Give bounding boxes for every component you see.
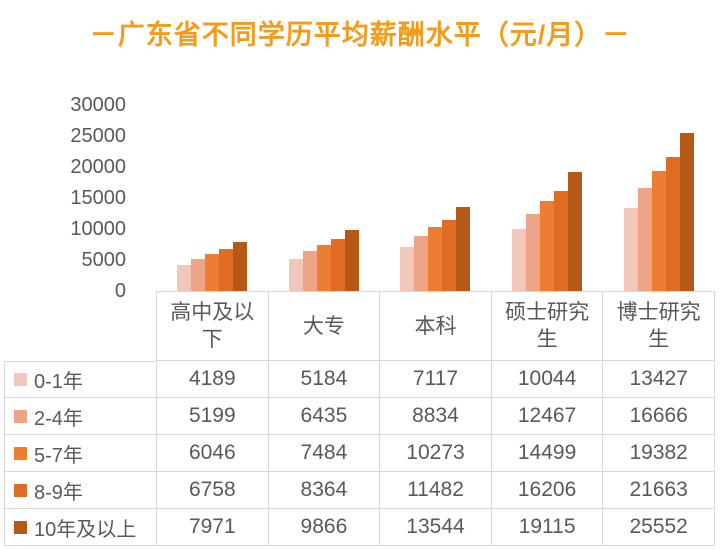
bar-group: [603, 105, 715, 291]
bar: [232, 242, 247, 291]
value-cell: 8834: [379, 398, 491, 435]
bar: [302, 251, 317, 291]
header-spacer-cell: [4, 291, 156, 361]
column-header: 本科: [379, 291, 491, 361]
bar: [288, 259, 303, 291]
y-tick-label: 5000: [81, 249, 127, 271]
value-cell: 13427: [602, 361, 715, 398]
table-row: 5-7年 6046 7484 10273 14499 19382: [4, 435, 715, 472]
legend-swatch-icon: [14, 520, 27, 534]
column-header: 博士研究生: [602, 291, 715, 361]
data-table: 高中及以下 大专 本科 硕士研究生 博士研究生 0-1年 4189 5184 7117 1004…: [4, 291, 715, 546]
table-row: 0-1年 4189 5184 7117 10044 13427: [4, 361, 715, 398]
y-tick-label: 0: [114, 280, 126, 302]
value-cell: 19382: [602, 435, 715, 472]
value-cell: 19115: [490, 509, 603, 546]
bar: [624, 208, 639, 291]
table-row: 2-4年 5199 6435 8834 12467 16666: [4, 398, 715, 435]
value-cell: 16206: [490, 472, 603, 509]
plot-area: [156, 105, 715, 291]
table-header-row: 高中及以下 大专 本科 硕士研究生 博士研究生: [4, 291, 715, 361]
legend-swatch-icon: [14, 483, 27, 497]
bar: [218, 249, 233, 291]
bar: [344, 230, 359, 291]
legend-label: 8-9年: [34, 481, 83, 504]
bar: [400, 247, 415, 291]
bar: [526, 214, 541, 291]
column-header: 大专: [267, 291, 380, 361]
bar: [568, 172, 583, 291]
legend-cell: 2-4年: [4, 398, 156, 435]
bar: [554, 191, 569, 291]
column-header: 硕士研究生: [490, 291, 603, 361]
column-header: 高中及以下: [156, 291, 268, 361]
y-tick-label: 20000: [70, 156, 126, 178]
value-cell: 10273: [379, 435, 491, 472]
bar: [330, 239, 345, 291]
value-cell: 12467: [490, 398, 603, 435]
value-cell: 11482: [379, 472, 491, 509]
legend-cell: 10年及以上: [4, 509, 156, 546]
value-cell: 4189: [156, 361, 268, 398]
bar: [442, 220, 457, 291]
y-tick-label: 30000: [70, 94, 126, 116]
value-cell: 5199: [156, 398, 268, 435]
bar: [414, 236, 429, 291]
value-cell: 10044: [490, 361, 603, 398]
bar: [666, 157, 681, 291]
bar: [428, 227, 443, 291]
bar-group: [491, 105, 603, 291]
page-title: －广东省不同学历平均薪酬水平（元/月）－: [89, 20, 631, 50]
bar-group: [268, 105, 380, 291]
bar: [652, 171, 667, 291]
value-cell: 6046: [156, 435, 268, 472]
bar: [680, 133, 695, 291]
legend-swatch-icon: [14, 446, 27, 460]
value-cell: 8364: [267, 472, 380, 509]
bar: [204, 254, 219, 291]
bar: [512, 229, 527, 291]
legend-label: 5-7年: [34, 444, 83, 467]
legend-cell: 5-7年: [4, 435, 156, 472]
value-cell: 13544: [379, 509, 491, 546]
value-cell: 25552: [602, 509, 715, 546]
value-cell: 6435: [267, 398, 380, 435]
y-axis: 30000 25000 20000 15000 10000 5000 0: [0, 90, 126, 307]
legend-label: 10年及以上: [34, 518, 137, 541]
legend-label: 0-1年: [34, 371, 83, 393]
bar: [176, 265, 191, 291]
table-row: 10年及以上 7971 9866 13544 19115 25552: [4, 509, 715, 546]
bar: [638, 188, 653, 291]
value-cell: 6758: [156, 472, 268, 509]
y-tick-label: 25000: [70, 125, 126, 147]
y-tick-label: 10000: [70, 218, 126, 240]
table-body: 0-1年 4189 5184 7117 10044 13427 2-4年 5199 6435 88…: [4, 361, 715, 546]
y-tick-label: 15000: [70, 187, 126, 209]
value-cell: 5184: [267, 361, 380, 398]
value-cell: 7971: [156, 509, 268, 546]
legend-swatch-icon: [14, 409, 27, 423]
value-cell: 7484: [267, 435, 380, 472]
bar: [456, 207, 471, 291]
value-cell: 16666: [602, 398, 715, 435]
legend-label: 2-4年: [34, 407, 83, 430]
value-cell: 21663: [602, 472, 715, 509]
value-cell: 14499: [490, 435, 603, 472]
value-cell: 7117: [379, 361, 491, 398]
bar: [190, 259, 205, 291]
bar: [316, 245, 331, 291]
legend-cell: 0-1年: [4, 361, 156, 398]
legend-cell: 8-9年: [4, 472, 156, 509]
bar: [540, 201, 555, 291]
table-row: 8-9年 6758 8364 11482 16206 21663: [4, 472, 715, 509]
value-cell: 9866: [267, 509, 380, 546]
legend-swatch-icon: [14, 373, 27, 386]
bar-group: [156, 105, 268, 291]
bar-group: [380, 105, 492, 291]
